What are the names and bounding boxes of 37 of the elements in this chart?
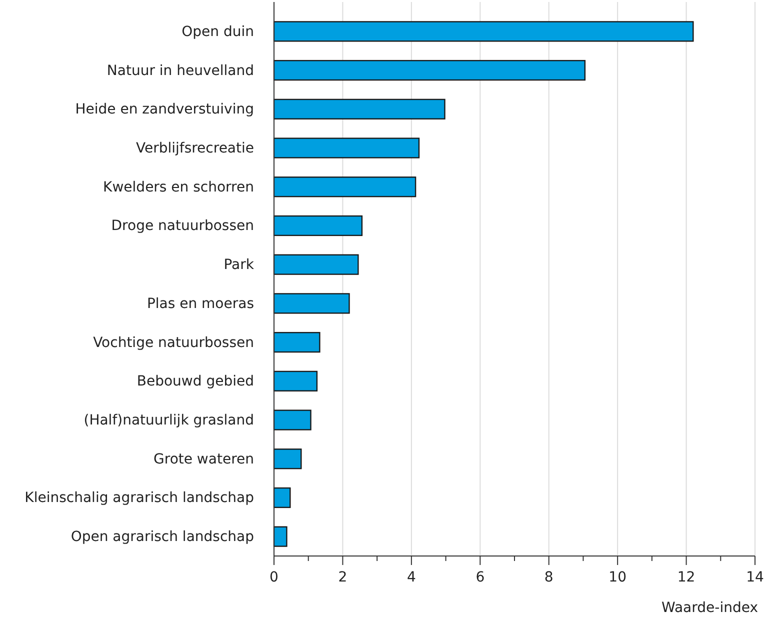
bar bbox=[273, 98, 446, 120]
y-tick-label: (Half)natuurlijk grasland bbox=[84, 412, 254, 428]
y-tick-label: Natuur in heuvelland bbox=[106, 62, 254, 79]
bar bbox=[273, 410, 312, 430]
x-tick-label: 2 bbox=[338, 569, 348, 586]
y-tick-label: Bebouwd gebied bbox=[136, 374, 254, 390]
x-axis-title: Waarde-index bbox=[662, 600, 758, 616]
x-tick-label: 10 bbox=[608, 569, 626, 586]
x-tick-label: 4 bbox=[406, 569, 416, 586]
bar bbox=[273, 370, 318, 392]
y-tick-label: Verblijfsrecreatie bbox=[136, 140, 254, 156]
x-tick-label: 6 bbox=[476, 569, 485, 586]
bar bbox=[273, 448, 302, 470]
y-tick-label: Vochtige natuurbossen bbox=[93, 334, 254, 351]
bar bbox=[273, 21, 694, 42]
y-tick-label: Plas en moeras bbox=[146, 296, 254, 312]
bar bbox=[273, 332, 320, 353]
bar bbox=[273, 254, 359, 275]
bar bbox=[273, 138, 420, 158]
y-tick-label: Kleinschalig agrarisch landschap bbox=[24, 490, 254, 506]
y-tick-label: Park bbox=[224, 257, 255, 274]
bar bbox=[273, 293, 350, 314]
y-tick-label: Open agrarisch landschap bbox=[70, 529, 254, 546]
x-tick-label: 0 bbox=[270, 569, 278, 586]
x-tick-label: 8 bbox=[544, 569, 554, 586]
x-tick-label: 14 bbox=[746, 569, 764, 586]
bar bbox=[273, 526, 288, 547]
bar bbox=[273, 176, 416, 198]
y-tick-label: Droge natuurbossen bbox=[111, 218, 254, 234]
y-tick-label: Heide en zandverstuiving bbox=[75, 102, 254, 118]
bar bbox=[273, 215, 363, 236]
y-tick-label: Kwelders en schorren bbox=[103, 179, 254, 196]
bar bbox=[273, 60, 586, 81]
x-tick-label: 12 bbox=[677, 569, 696, 586]
bar bbox=[273, 487, 291, 508]
y-tick-label: Open duin bbox=[182, 24, 254, 40]
y-tick-label: Grote wateren bbox=[154, 451, 254, 468]
